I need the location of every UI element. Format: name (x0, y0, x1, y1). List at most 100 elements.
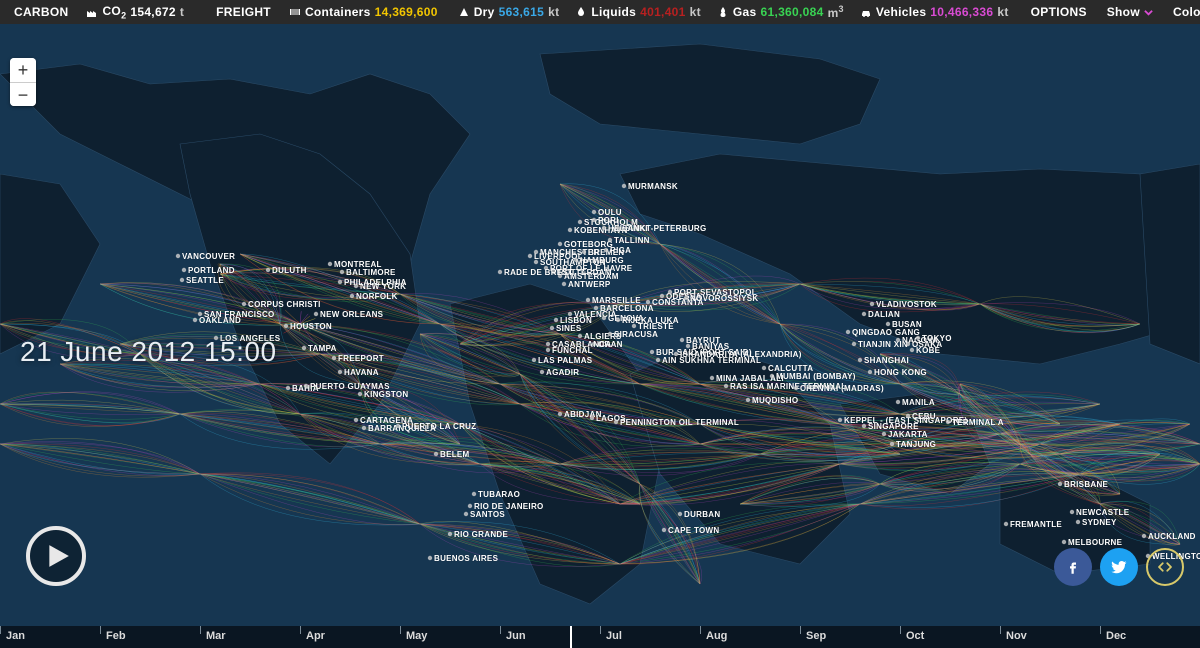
timeline-month[interactable]: Sep (800, 626, 900, 642)
timeline-month[interactable]: Feb (100, 626, 200, 642)
port-dot[interactable] (1058, 482, 1062, 486)
port-dot[interactable] (546, 342, 550, 346)
port-dot[interactable] (608, 238, 612, 242)
port-dot[interactable] (350, 294, 354, 298)
options-colours-menu[interactable]: Colours (1163, 5, 1200, 19)
port-dot[interactable] (906, 342, 910, 346)
port-dot[interactable] (762, 366, 766, 370)
port-dot[interactable] (578, 220, 582, 224)
port-dot[interactable] (650, 350, 654, 354)
port-dot[interactable] (1004, 522, 1008, 526)
port-dot[interactable] (586, 298, 590, 302)
port-dot[interactable] (890, 442, 894, 446)
port-dot[interactable] (528, 254, 532, 258)
port-dot[interactable] (396, 424, 400, 428)
port-dot[interactable] (540, 370, 544, 374)
timeline[interactable]: JanFebMarAprMayJunJulAugSepOctNovDec (0, 626, 1200, 648)
port-dot[interactable] (868, 370, 872, 374)
port-dot[interactable] (660, 294, 664, 298)
zoom-out-button[interactable]: − (10, 82, 36, 106)
port-dot[interactable] (558, 242, 562, 246)
port-dot[interactable] (710, 376, 714, 380)
port-dot[interactable] (946, 420, 950, 424)
port-dot[interactable] (686, 344, 690, 348)
twitter-share-button[interactable] (1100, 548, 1138, 586)
options-show-menu[interactable]: Show (1097, 5, 1163, 19)
port-dot[interactable] (338, 370, 342, 374)
port-dot[interactable] (534, 250, 538, 254)
port-dot[interactable] (328, 262, 332, 266)
port-dot[interactable] (906, 414, 910, 418)
port-dot[interactable] (464, 512, 468, 516)
port-dot[interactable] (674, 352, 678, 356)
port-dot[interactable] (622, 184, 626, 188)
port-dot[interactable] (1142, 534, 1146, 538)
port-dot[interactable] (862, 424, 866, 428)
port-dot[interactable] (592, 218, 596, 222)
port-dot[interactable] (886, 322, 890, 326)
port-dot[interactable] (498, 270, 502, 274)
port-dot[interactable] (858, 358, 862, 362)
port-dot[interactable] (1076, 520, 1080, 524)
port-dot[interactable] (910, 348, 914, 352)
port-dot[interactable] (176, 254, 180, 258)
port-dot[interactable] (304, 384, 308, 388)
port-dot[interactable] (472, 492, 476, 496)
port-dot[interactable] (614, 420, 618, 424)
port-dot[interactable] (602, 316, 606, 320)
timeline-month[interactable]: Dec (1100, 626, 1200, 642)
port-dot[interactable] (582, 250, 586, 254)
port-dot[interactable] (916, 336, 920, 340)
port-dot[interactable] (656, 358, 660, 362)
port-dot[interactable] (284, 324, 288, 328)
port-dot[interactable] (604, 248, 608, 252)
port-dot[interactable] (362, 426, 366, 430)
port-dot[interactable] (838, 418, 842, 422)
port-dot[interactable] (870, 302, 874, 306)
port-dot[interactable] (182, 268, 186, 272)
port-dot[interactable] (662, 528, 666, 532)
port-dot[interactable] (550, 326, 554, 330)
port-dot[interactable] (180, 278, 184, 282)
port-dot[interactable] (286, 386, 290, 390)
port-dot[interactable] (340, 270, 344, 274)
port-dot[interactable] (862, 312, 866, 316)
facebook-share-button[interactable] (1054, 548, 1092, 586)
map-viewport[interactable]: VANCOUVERPORTLANDSEATTLESAN FRANCISCOOAK… (0, 24, 1200, 626)
port-dot[interactable] (532, 358, 536, 362)
port-dot[interactable] (562, 282, 566, 286)
port-dot[interactable] (578, 334, 582, 338)
timeline-month[interactable]: Apr (300, 626, 400, 642)
port-dot[interactable] (1070, 510, 1074, 514)
port-dot[interactable] (558, 412, 562, 416)
port-dot[interactable] (724, 384, 728, 388)
timeline-month[interactable]: Jun (500, 626, 600, 642)
port-dot[interactable] (434, 452, 438, 456)
timeline-month[interactable]: Aug (700, 626, 800, 642)
timeline-month[interactable]: Nov (1000, 626, 1100, 642)
port-dot[interactable] (746, 398, 750, 402)
zoom-in-button[interactable]: + (10, 58, 36, 82)
port-dot[interactable] (568, 228, 572, 232)
port-dot[interactable] (668, 290, 672, 294)
port-dot[interactable] (646, 300, 650, 304)
port-dot[interactable] (590, 416, 594, 420)
timeline-month[interactable]: Jan (0, 626, 100, 642)
port-dot[interactable] (846, 330, 850, 334)
port-dot[interactable] (546, 348, 550, 352)
port-dot[interactable] (242, 302, 246, 306)
port-dot[interactable] (616, 318, 620, 322)
play-button[interactable] (26, 526, 86, 586)
port-dot[interactable] (314, 312, 318, 316)
port-dot[interactable] (616, 226, 620, 230)
port-dot[interactable] (332, 356, 336, 360)
port-dot[interactable] (680, 338, 684, 342)
port-dot[interactable] (896, 338, 900, 342)
timeline-month[interactable]: Jul (600, 626, 700, 642)
port-dot[interactable] (574, 258, 578, 262)
port-dot[interactable] (193, 318, 197, 322)
port-dot[interactable] (684, 296, 688, 300)
embed-share-button[interactable] (1146, 548, 1184, 586)
port-dot[interactable] (338, 280, 342, 284)
port-dot[interactable] (358, 392, 362, 396)
